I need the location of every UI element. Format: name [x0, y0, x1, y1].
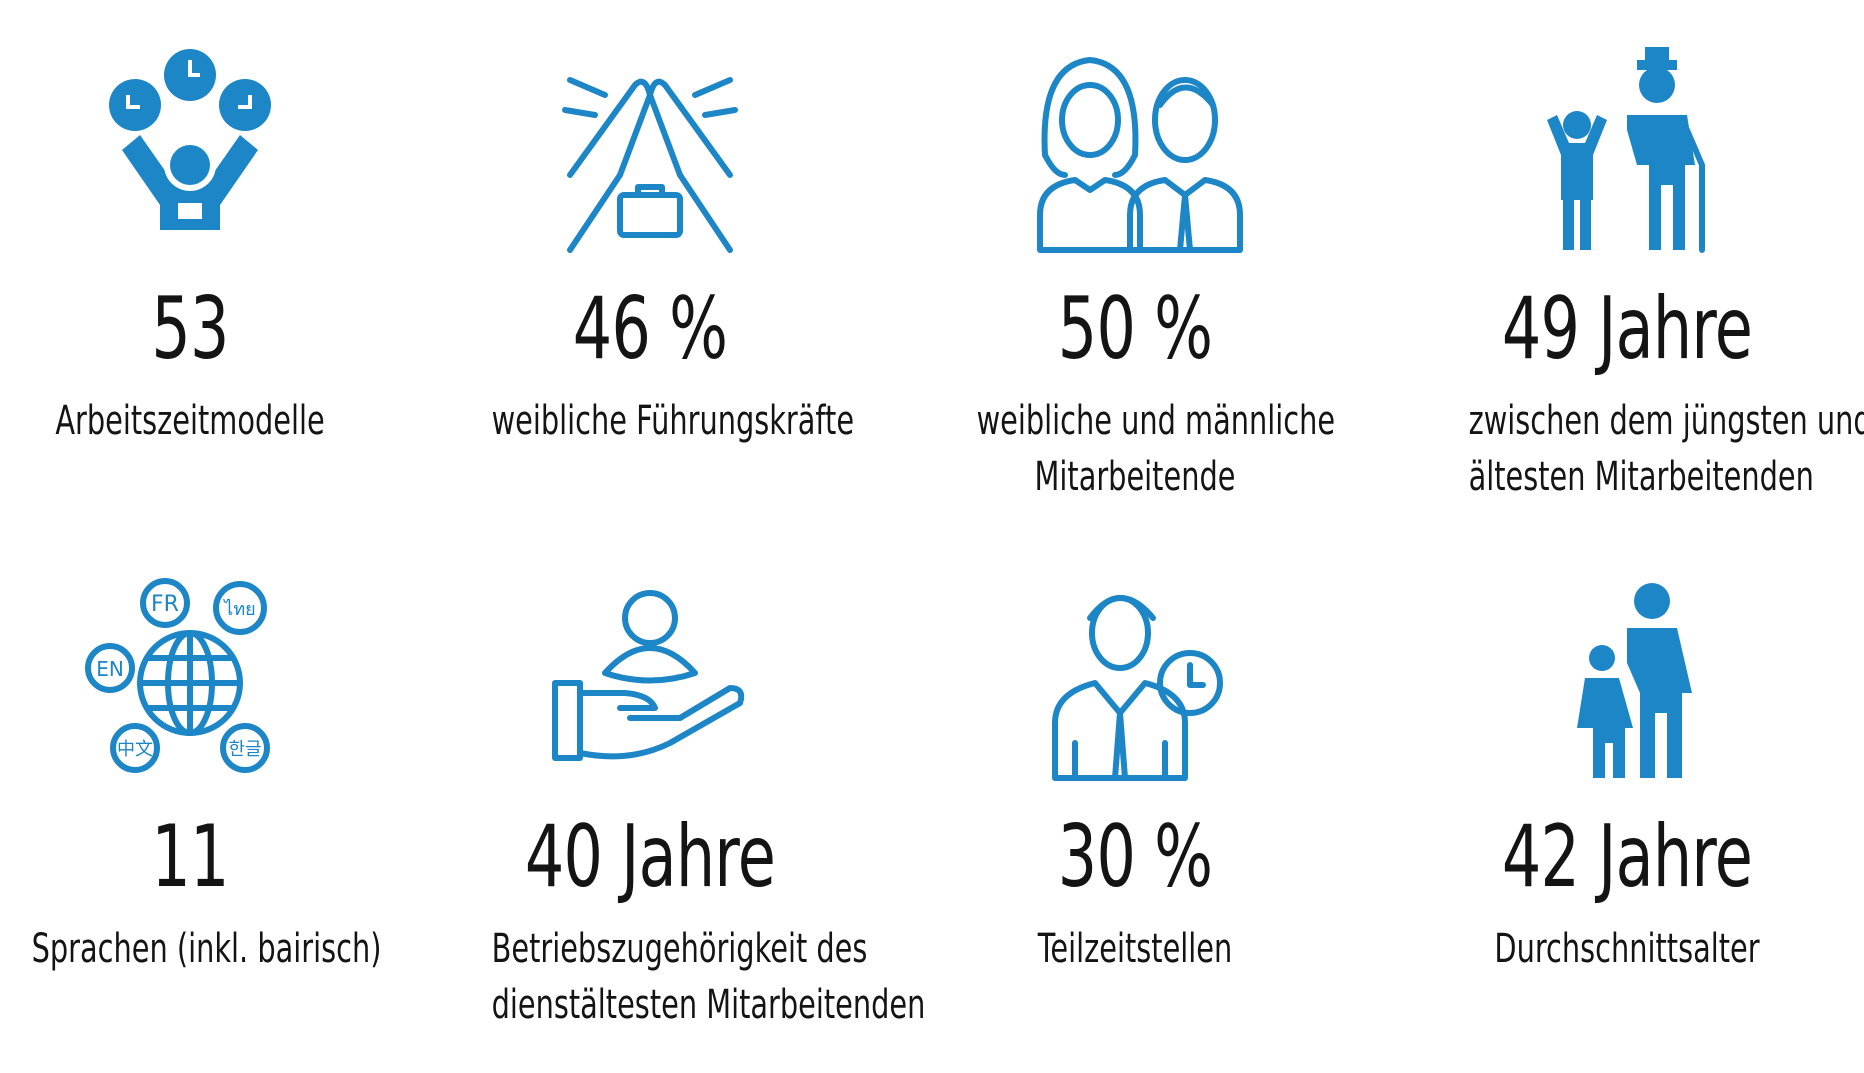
stat-label-line: Teilzeitstellen [1037, 926, 1233, 972]
stat-label-line: Mitarbeitende [1034, 454, 1236, 500]
stat-label: Durchschnittsalter [1469, 921, 1786, 977]
stat-value: 11 [151, 807, 229, 907]
stat-value: 30 % [1057, 807, 1213, 907]
stat-label-line: dienstältesten Mitarbeitenden [491, 982, 926, 1028]
stat-label-line: zwischen dem jüngsten und [1468, 398, 1864, 444]
stat-label: Sprachen (inkl. bairisch) [31, 921, 382, 977]
adult-child-icon [1407, 583, 1847, 783]
stat-label: weibliche Führungskräfte [491, 393, 855, 449]
child-elderly-icon [1407, 47, 1847, 255]
bubble-fr: FR [151, 592, 179, 617]
high-five-briefcase-icon [430, 55, 870, 255]
stat-tile-working-models: 53 Arbeitszeitmodelle [0, 49, 410, 449]
stat-value: 40 Jahre [524, 807, 776, 907]
stat-value: 49 Jahre [1501, 279, 1753, 379]
juggling-clocks-icon [0, 49, 410, 255]
stat-value: 42 Jahre [1501, 807, 1753, 907]
stat-label-line: Sprachen (inkl. bairisch) [31, 926, 382, 972]
stat-tile-gender-split: 50 % weibliche und männliche Mitarbeiten… [915, 55, 1355, 505]
stat-tile-languages: FR ไทย EN 中文 한글 11 Sprachen (inkl. bairi… [0, 578, 410, 977]
bubble-zh: 中文 [117, 739, 153, 760]
stat-tile-average-age: 42 Jahre Durchschnittsalter [1407, 583, 1847, 977]
stat-tile-female-leaders: 46 % weibliche Führungskräfte [430, 55, 870, 449]
woman-man-icon [915, 55, 1355, 255]
stat-value: 53 [151, 279, 229, 379]
stat-tile-part-time: 30 % Teilzeitstellen [915, 583, 1355, 977]
stat-tile-age-gap: 49 Jahre zwischen dem jüngsten und ältes… [1407, 47, 1864, 505]
hand-person-icon [430, 583, 870, 783]
stat-label-line: weibliche und männliche [976, 398, 1336, 444]
stat-label-line: weibliche Führungskräfte [491, 398, 855, 444]
man-clock-icon [915, 583, 1355, 783]
stat-label-line: ältesten Mitarbeitenden [1468, 454, 1814, 500]
stat-label: Betriebszugehörigkeit des dienstältesten… [491, 921, 926, 1033]
stat-label: Teilzeitstellen [977, 921, 1294, 977]
stat-label: weibliche und männliche Mitarbeitende [976, 393, 1336, 505]
stat-label: zwischen dem jüngsten und ältesten Mitar… [1468, 393, 1864, 505]
stat-value: 50 % [1057, 279, 1213, 379]
bubble-ko: 한글 [228, 739, 261, 760]
stat-value: 46 % [572, 279, 728, 379]
bubble-en: EN [96, 657, 124, 681]
stat-label-line: Durchschnittsalter [1494, 926, 1760, 972]
stat-label: Arbeitszeitmodelle [32, 393, 349, 449]
languages-globe-icon: FR ไทย EN 中文 한글 [0, 578, 410, 783]
stat-label-line: Betriebszugehörigkeit des [491, 926, 868, 972]
stat-tile-seniority: 40 Jahre Betriebszugehörigkeit des diens… [430, 583, 926, 1033]
bubble-th: ไทย [222, 598, 255, 620]
stat-label-line: Arbeitszeitmodelle [55, 398, 325, 444]
